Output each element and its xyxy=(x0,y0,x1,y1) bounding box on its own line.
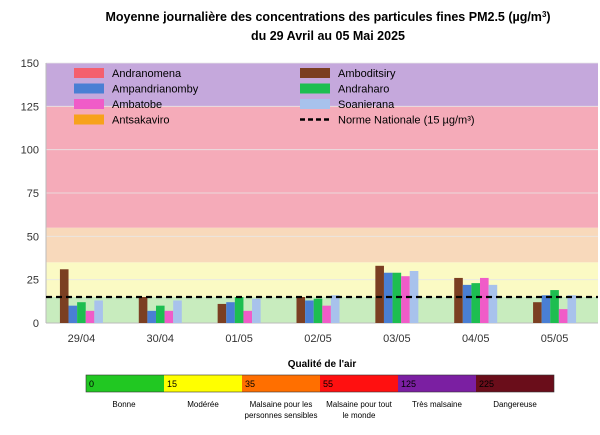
bar-soanierana xyxy=(409,271,419,323)
bar-ambatobe xyxy=(558,309,568,323)
legend-label-soanierana: Soanierana xyxy=(338,99,395,111)
bar-andraharo xyxy=(471,283,481,323)
aq-label-0: Bonne xyxy=(112,400,136,409)
x-tick-label: 29/04 xyxy=(68,333,96,345)
bar-amboditsiry xyxy=(296,297,306,323)
bar-ampandrianomby xyxy=(541,295,551,323)
bar-ambatobe xyxy=(401,276,410,323)
y-tick-label: 0 xyxy=(33,318,39,330)
chart-title-superscript: 3 xyxy=(542,10,547,19)
bar-soanierana xyxy=(488,284,498,323)
aq-value-1: 15 xyxy=(167,379,177,389)
legend-label-amboditsiry: Amboditsiry xyxy=(338,68,396,80)
air-quality-scale: Qualité de l'air 0 Bonne 15 Modérée 35 Malsai… xyxy=(85,359,555,420)
aq-value-2: 35 xyxy=(245,379,255,389)
bar-soanierana xyxy=(94,300,103,323)
x-tick-label: 02/05 xyxy=(304,333,332,345)
aq-segment-4 xyxy=(398,375,476,392)
bar-amboditsiry xyxy=(138,297,148,323)
bar-amboditsiry xyxy=(375,265,384,323)
aq-label-2: personnes sensibles xyxy=(245,411,318,420)
y-tick-label: 150 xyxy=(21,58,39,70)
chart-title-line1: Moyenne journalière des concentrations d… xyxy=(105,10,550,24)
bar-ambatobe xyxy=(322,305,331,323)
bar-ampandrianomby xyxy=(68,305,78,323)
x-tick-label: 01/05 xyxy=(225,333,253,345)
y-tick-label: 75 xyxy=(27,188,39,200)
aq-segment-1 xyxy=(164,375,242,392)
bar-soanierana xyxy=(330,295,340,323)
legend-swatch-andraharo xyxy=(300,83,330,94)
legend-swatch-antsakaviro xyxy=(74,114,104,125)
y-tick-label: 25 xyxy=(27,275,39,287)
bar-soanierana xyxy=(173,300,182,323)
y-tick-label: 50 xyxy=(27,231,39,243)
aq-label-2: Malsaine pour les xyxy=(250,400,313,409)
bar-soanierana xyxy=(252,298,261,323)
x-tick-label: 05/05 xyxy=(541,333,569,345)
aq-segment-2 xyxy=(242,375,320,392)
bar-ampandrianomby xyxy=(226,302,235,323)
bar-amboditsiry xyxy=(59,269,69,323)
chart-title-text: Moyenne journalière des concentrations d… xyxy=(105,10,542,24)
legend-swatch-ambatobe xyxy=(74,99,104,109)
aq-segment-3 xyxy=(320,375,398,392)
bar-ambatobe xyxy=(480,277,489,323)
aq-segment-0 xyxy=(86,375,164,392)
aq-value-0: 0 xyxy=(89,379,94,389)
x-tick-label: 04/05 xyxy=(462,333,490,345)
chart-title-line2: du 29 Avril au 05 Mai 2025 xyxy=(251,29,405,43)
aq-value-5: 225 xyxy=(479,379,494,389)
legend-label-andranomena: Andranomena xyxy=(112,68,182,80)
bar-ampandrianomby xyxy=(462,284,472,323)
legend-label-ambatobe: Ambatobe xyxy=(112,99,162,111)
bar-amboditsiry xyxy=(217,303,227,323)
aq-value-4: 125 xyxy=(401,379,416,389)
aq-frame xyxy=(85,374,555,393)
bar-ampandrianomby xyxy=(147,310,156,323)
quality-band-2 xyxy=(46,227,598,263)
aq-value-3: 55 xyxy=(323,379,333,389)
bar-andraharo xyxy=(313,298,323,323)
legend-label-andraharo: Andraharo xyxy=(338,84,389,96)
bar-ambatobe xyxy=(85,310,95,323)
quality-band-3 xyxy=(46,106,598,228)
bar-soanierana xyxy=(567,295,577,323)
y-tick-label: 100 xyxy=(21,145,39,157)
aq-segment-5 xyxy=(476,375,554,392)
bar-amboditsiry xyxy=(533,302,542,323)
legend-swatch-soanierana xyxy=(300,99,330,109)
bar-andraharo xyxy=(550,290,559,323)
aq-label-1: Modérée xyxy=(187,400,219,409)
legend-norm-label: Norme Nationale (15 µg/m³) xyxy=(338,115,475,127)
chart-legend: Andranomena Amboditsiry Ampandrianomby Andr… xyxy=(74,68,475,127)
y-tick-label: 125 xyxy=(21,101,39,113)
bar-ambatobe xyxy=(243,310,253,323)
aq-label-3: le monde xyxy=(343,411,376,420)
bar-andraharo xyxy=(77,302,86,323)
x-tick-label: 30/04 xyxy=(147,333,175,345)
x-tick-label: 03/05 xyxy=(383,333,411,345)
air-quality-title: Qualité de l'air xyxy=(288,359,357,370)
bar-andraharo xyxy=(234,297,244,323)
aq-label-5: Dangereuse xyxy=(493,400,537,409)
bar-ambatobe xyxy=(164,310,174,323)
bar-andraharo xyxy=(155,305,165,323)
bar-ampandrianomby xyxy=(305,300,314,323)
legend-swatch-ampandrianomby xyxy=(74,83,104,94)
legend-label-ampandrianomby: Ampandrianomby xyxy=(112,84,199,96)
legend-swatch-amboditsiry xyxy=(300,68,330,78)
aq-label-4: Très malsaine xyxy=(412,400,462,409)
legend-swatch-andranomena xyxy=(74,68,104,78)
bar-amboditsiry xyxy=(454,277,463,323)
aq-label-3: Malsaine pour tout xyxy=(326,400,393,409)
legend-label-antsakaviro: Antsakaviro xyxy=(112,115,169,127)
chart-title-end: ) xyxy=(546,10,550,24)
